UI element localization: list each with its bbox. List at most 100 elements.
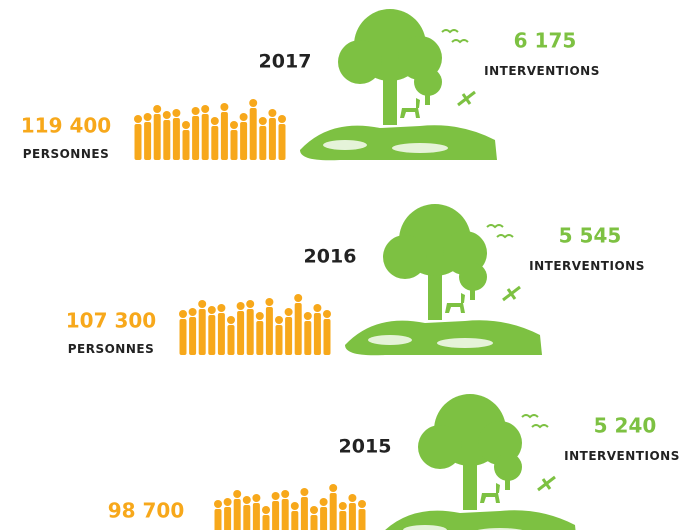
deer: [480, 483, 500, 503]
person-body: [272, 501, 280, 530]
person-head: [300, 488, 309, 496]
person-head: [262, 506, 270, 514]
ground: [345, 320, 542, 356]
birds: [521, 414, 549, 429]
year-row: 2017 119 400 personnes 6 175 interventions: [21, 9, 599, 163]
person-head: [162, 111, 171, 119]
person-head: [198, 300, 207, 308]
person-head: [268, 109, 277, 117]
pond: [403, 525, 447, 530]
person-body: [153, 114, 161, 160]
year: 2015: [339, 436, 392, 458]
person-body: [227, 325, 235, 355]
person-head: [271, 492, 280, 500]
person-body: [220, 112, 228, 160]
ground: [300, 125, 497, 161]
interventions-label: interventions: [529, 255, 645, 275]
person-body: [198, 309, 206, 355]
person-head: [284, 308, 293, 316]
year-row: 2015 98 700 personnes 5 240 interventions: [103, 394, 679, 530]
tree-canopy: [338, 40, 382, 84]
person-body: [224, 507, 232, 530]
tree-trunk: [383, 70, 397, 125]
person-body: [246, 309, 254, 355]
year-row: 2016 107 300 personnes 5 545 interventions: [66, 204, 645, 358]
interventions-count: 6 175: [514, 29, 577, 53]
person-head: [249, 99, 258, 107]
person-head: [191, 107, 200, 115]
person-head: [223, 498, 232, 506]
interventions-count: 5 545: [559, 224, 622, 248]
birds: [441, 29, 469, 44]
tree-canopy: [383, 235, 427, 279]
person-head: [348, 494, 357, 502]
person-body: [262, 515, 270, 530]
person-body: [211, 126, 219, 160]
person-body: [134, 124, 142, 160]
person-body: [304, 321, 312, 355]
person-head: [290, 502, 299, 510]
tree-small: [494, 453, 522, 481]
person-head: [294, 294, 303, 302]
person-head: [281, 490, 290, 498]
dragonfly: [502, 285, 521, 302]
person-body: [249, 108, 257, 160]
person-head: [182, 121, 190, 129]
person-head: [207, 306, 216, 314]
person-head: [242, 496, 251, 504]
person-head: [319, 498, 328, 506]
person-head: [275, 316, 283, 324]
pond: [323, 140, 367, 150]
pond: [437, 338, 493, 348]
person-head: [230, 121, 238, 129]
person-body: [208, 315, 216, 355]
person-body: [256, 321, 264, 355]
pond: [392, 143, 448, 153]
tree-small-trunk: [505, 475, 510, 490]
person-head: [172, 109, 181, 117]
person-body: [313, 313, 321, 355]
person-body: [217, 313, 225, 355]
person-body: [243, 505, 251, 530]
person-body: [268, 118, 276, 160]
person-head: [239, 113, 248, 121]
person-body: [358, 509, 366, 530]
people-label: personnes: [68, 338, 155, 358]
person-head: [227, 316, 235, 324]
person-body: [252, 503, 260, 530]
person-body: [230, 130, 238, 160]
person-head: [201, 105, 210, 113]
person-body: [300, 497, 308, 530]
people-count: 107 300: [66, 309, 156, 333]
person-head: [210, 117, 219, 125]
person-body: [275, 325, 283, 355]
person-body: [163, 120, 171, 160]
year: 2017: [259, 51, 312, 73]
person-body: [265, 307, 273, 355]
tree-trunk: [463, 455, 477, 510]
people-count: 98 700: [108, 499, 185, 523]
person-head: [233, 490, 242, 498]
person-head: [303, 312, 312, 320]
person-head: [143, 113, 152, 121]
dragonfly: [537, 475, 556, 492]
person-body: [294, 303, 302, 355]
person-head: [278, 115, 286, 123]
person-head: [217, 304, 226, 312]
person-head: [188, 308, 197, 316]
person-body: [237, 311, 245, 355]
dragonfly: [457, 90, 476, 107]
people-label: personnes: [103, 528, 190, 530]
person-head: [252, 494, 261, 502]
tree-small-trunk: [425, 90, 430, 105]
tree-small-trunk: [470, 285, 475, 300]
person-body: [323, 319, 331, 355]
tree-trunk: [428, 265, 442, 320]
person-body: [233, 499, 241, 530]
deer: [445, 293, 465, 313]
people-label: personnes: [23, 143, 110, 163]
person-body: [201, 114, 209, 160]
birds: [486, 224, 514, 239]
person-body: [285, 317, 293, 355]
